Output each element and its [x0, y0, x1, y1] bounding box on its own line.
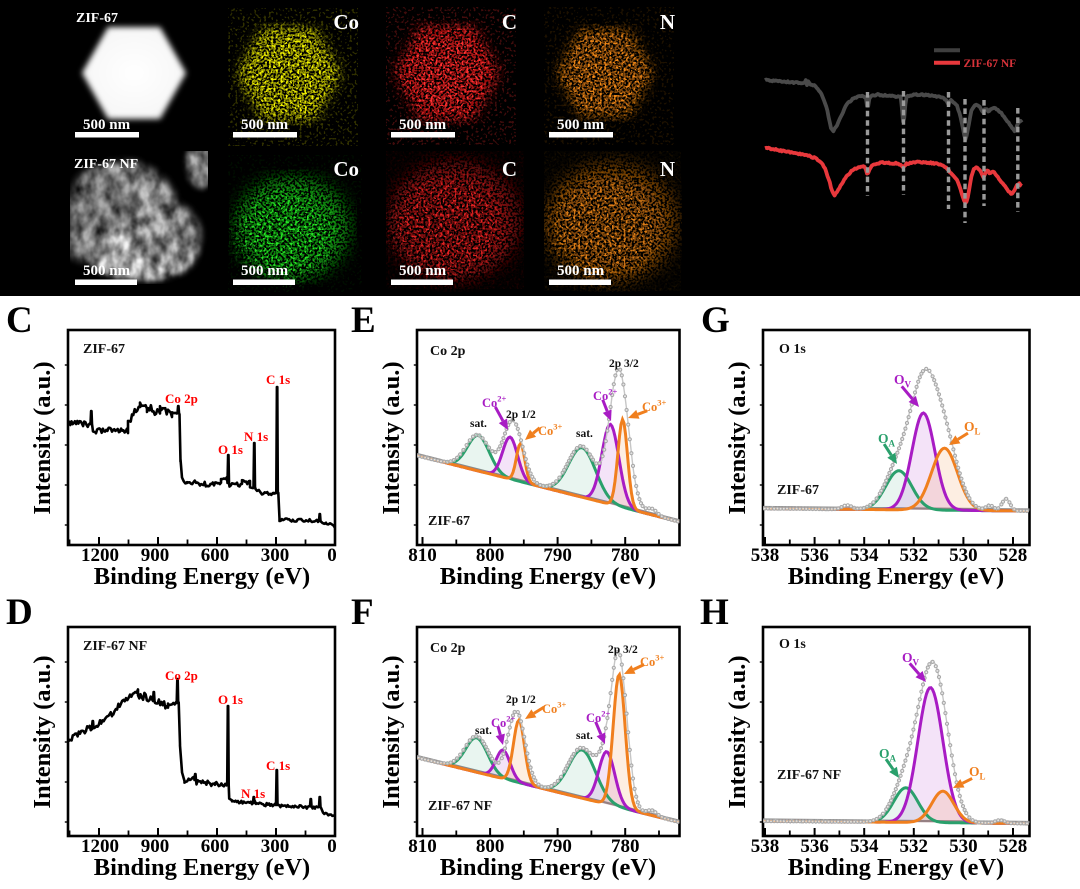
svg-text:900: 900: [141, 545, 170, 566]
svg-text:Intensity (a.u.): Intensity (a.u.): [724, 361, 751, 514]
svg-text:Intensity (a.u.): Intensity (a.u.): [724, 655, 751, 808]
svg-text:2p 3/2: 2p 3/2: [608, 644, 638, 656]
svg-text:ZIF-67 NF: ZIF-67 NF: [428, 799, 492, 814]
svg-text:780: 780: [611, 836, 640, 857]
svg-text:Intensity (a.u.): Intensity (a.u.): [378, 655, 405, 808]
svg-text:528: 528: [999, 836, 1028, 857]
svg-text:Co3+: Co3+: [542, 700, 567, 717]
svg-text:D: D: [6, 592, 33, 633]
svg-text:790: 790: [543, 836, 572, 857]
svg-text:0: 0: [327, 836, 337, 857]
svg-text:500 nm: 500 nm: [241, 263, 289, 279]
svg-text:900: 900: [141, 836, 170, 857]
svg-text:C: C: [502, 10, 517, 34]
svg-text:G: G: [701, 300, 730, 341]
svg-text:300: 300: [261, 836, 290, 857]
svg-text:sat.: sat.: [475, 725, 492, 737]
svg-text:528: 528: [999, 545, 1028, 566]
svg-text:ZIF-67 NF: ZIF-67 NF: [777, 768, 841, 783]
svg-text:ZIF-67 NF: ZIF-67 NF: [74, 157, 138, 172]
svg-text:Co: Co: [333, 157, 359, 181]
svg-text:534: 534: [850, 836, 879, 857]
svg-text:ZIF-67: ZIF-67: [83, 342, 125, 357]
svg-text:Co3+: Co3+: [538, 422, 563, 439]
svg-text:Co 2p: Co 2p: [430, 344, 466, 359]
svg-text:532: 532: [900, 836, 929, 857]
svg-text:500 nm: 500 nm: [83, 263, 131, 279]
svg-text:538: 538: [751, 545, 780, 566]
svg-text:600: 600: [201, 545, 230, 566]
svg-text:N: N: [660, 157, 675, 181]
svg-text:2p 1/2: 2p 1/2: [506, 694, 536, 706]
svg-text:500 nm: 500 nm: [399, 117, 447, 133]
svg-text:Intensity (a.u.): Intensity (a.u.): [29, 655, 56, 808]
svg-text:F: F: [351, 592, 374, 633]
svg-text:E: E: [351, 300, 376, 341]
svg-text:Binding Energy (eV): Binding Energy (eV): [94, 854, 310, 881]
svg-text:536: 536: [800, 545, 829, 566]
svg-text:Binding Energy (eV): Binding Energy (eV): [788, 563, 1004, 590]
svg-text:536: 536: [800, 836, 829, 857]
svg-text:Co: Co: [333, 10, 359, 34]
svg-text:500 nm: 500 nm: [557, 117, 605, 133]
svg-text:810: 810: [408, 545, 437, 566]
svg-text:810: 810: [408, 836, 437, 857]
svg-text:Binding Energy (eV): Binding Energy (eV): [440, 854, 656, 881]
svg-text:780: 780: [611, 545, 640, 566]
svg-text:Binding Energy (eV): Binding Energy (eV): [440, 563, 656, 590]
svg-text:O 1s: O 1s: [779, 637, 806, 652]
svg-text:H: H: [700, 592, 729, 633]
svg-text:0: 0: [327, 545, 337, 566]
svg-text:790: 790: [543, 545, 572, 566]
svg-text:C 1s: C 1s: [266, 758, 290, 773]
svg-text:Co 2p: Co 2p: [165, 391, 198, 406]
svg-text:sat.: sat.: [470, 418, 487, 430]
svg-text:800: 800: [476, 836, 505, 857]
svg-text:Co2+: Co2+: [593, 387, 618, 404]
svg-text:N 1s: N 1s: [244, 429, 268, 444]
svg-text:Binding Energy (eV): Binding Energy (eV): [788, 854, 1004, 881]
svg-text:ZIF-67: ZIF-67: [428, 514, 470, 529]
svg-text:C: C: [502, 157, 517, 181]
svg-text:O 1s: O 1s: [218, 692, 243, 707]
svg-text:530: 530: [949, 836, 978, 857]
svg-text:600: 600: [201, 836, 230, 857]
svg-text:O 1s: O 1s: [779, 342, 806, 357]
svg-text:Intensity (a.u.): Intensity (a.u.): [29, 361, 56, 514]
svg-text:N 1s: N 1s: [241, 786, 265, 801]
svg-text:C: C: [6, 300, 33, 341]
svg-text:300: 300: [261, 545, 290, 566]
svg-text:Co3+: Co3+: [640, 653, 665, 670]
svg-text:534: 534: [850, 545, 879, 566]
svg-text:Binding Energy (eV): Binding Energy (eV): [94, 563, 310, 590]
svg-text:sat.: sat.: [576, 730, 593, 742]
svg-text:2p 3/2: 2p 3/2: [609, 358, 639, 370]
svg-text:500 nm: 500 nm: [557, 263, 605, 279]
svg-text:N: N: [660, 10, 675, 34]
svg-text:538: 538: [751, 836, 780, 857]
svg-text:C 1s: C 1s: [266, 372, 290, 387]
svg-text:500 nm: 500 nm: [399, 263, 447, 279]
svg-text:1200: 1200: [81, 836, 119, 857]
svg-text:Co 2p: Co 2p: [165, 668, 198, 683]
svg-text:ZIF-67: ZIF-67: [777, 483, 819, 498]
svg-text:1200: 1200: [81, 545, 119, 566]
svg-text:sat.: sat.: [576, 428, 593, 440]
svg-text:500 nm: 500 nm: [83, 117, 131, 133]
svg-text:O 1s: O 1s: [218, 442, 243, 457]
svg-text:532: 532: [900, 545, 929, 566]
svg-text:ZIF-67 NF: ZIF-67 NF: [83, 639, 147, 654]
svg-text:Intensity (a.u.): Intensity (a.u.): [378, 361, 405, 514]
svg-text:Co 2p: Co 2p: [430, 641, 466, 656]
svg-text:ZIF-67 NF: ZIF-67 NF: [964, 58, 1017, 70]
svg-text:800: 800: [476, 545, 505, 566]
svg-text:530: 530: [949, 545, 978, 566]
svg-text:ZIF-67: ZIF-67: [76, 11, 118, 26]
svg-text:500 nm: 500 nm: [241, 117, 289, 133]
svg-text:2p 1/2: 2p 1/2: [506, 409, 536, 421]
